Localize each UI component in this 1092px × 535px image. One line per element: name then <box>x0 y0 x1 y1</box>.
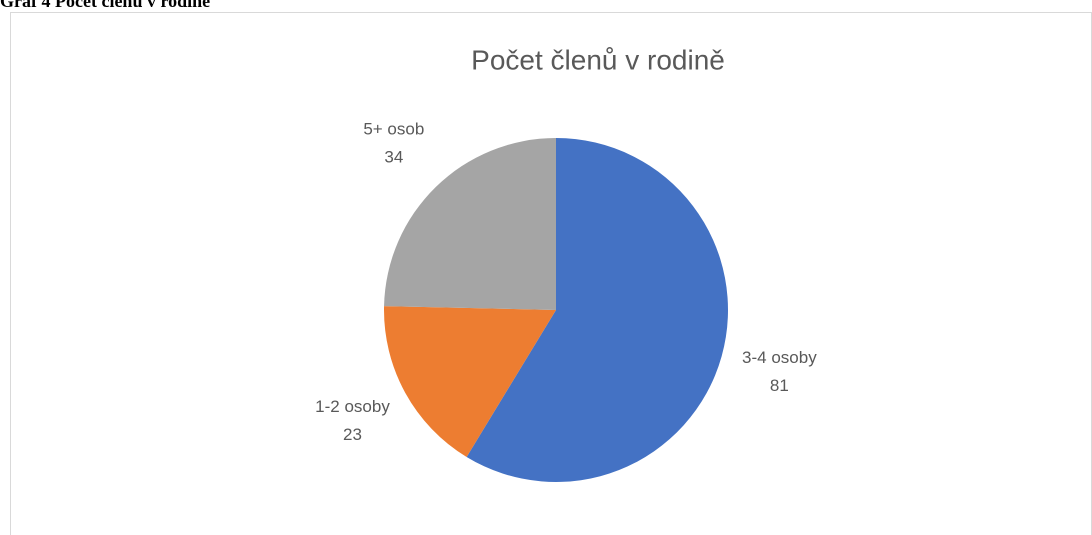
chart-title: Počet členů v rodině <box>471 44 725 75</box>
slice-value: 23 <box>343 425 362 444</box>
pie-slice <box>384 306 556 457</box>
slice-value: 34 <box>384 148 403 167</box>
pie-slice <box>384 138 556 310</box>
pie-slice <box>466 138 728 482</box>
slice-label: 5+ osob <box>363 120 424 139</box>
caption: Graf 4 Počet členů v rodině <box>0 0 210 11</box>
slice-value: 81 <box>770 376 789 395</box>
slice-label: 3-4 osoby <box>742 348 817 367</box>
slice-label: 1-2 osoby <box>315 397 390 416</box>
